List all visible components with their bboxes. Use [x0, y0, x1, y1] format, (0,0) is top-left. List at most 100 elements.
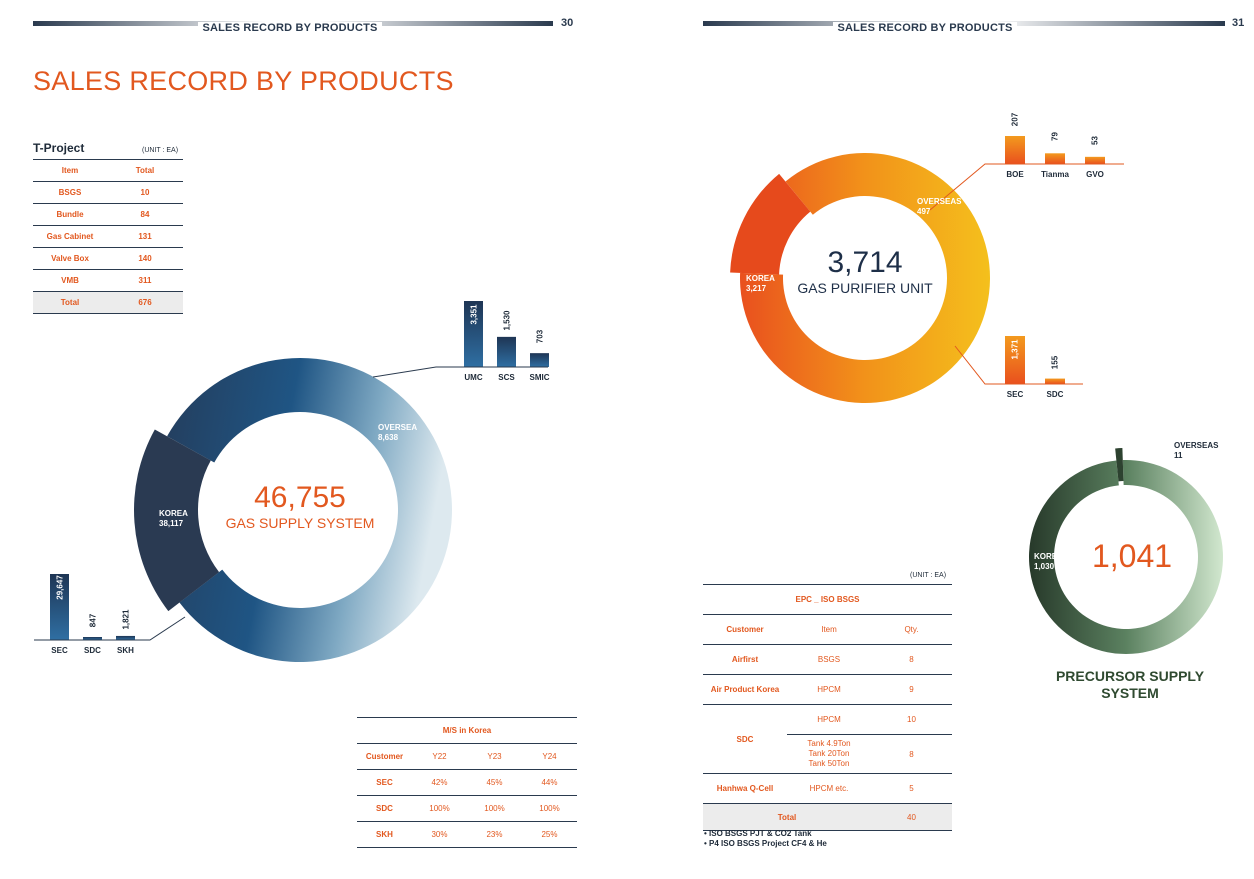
table-cell: Valve Box	[33, 247, 107, 270]
slice-value: 3,217	[746, 284, 767, 293]
table-cell: 311	[107, 269, 183, 292]
table-row: Valve Box 140	[33, 247, 183, 270]
slice-label: OVERSEA	[378, 423, 418, 432]
table-cell: Bundle	[33, 203, 107, 226]
table-cell: 30%	[412, 821, 467, 848]
bar-sdc	[1045, 378, 1065, 384]
table-cell: 45%	[467, 769, 522, 796]
table-row: VMB 311	[33, 269, 183, 292]
table-cell: HPCM	[787, 674, 871, 705]
gpu-korea-label: KOREA 3,217	[746, 274, 775, 294]
bar-smic	[530, 353, 549, 367]
bar-category-label: BOE	[1006, 170, 1024, 179]
bar-value-label: 79	[1050, 132, 1060, 142]
slice-label: KOREA	[159, 509, 188, 518]
table-header-cell: Y23	[467, 743, 522, 770]
table-header-cell: Customer	[703, 614, 787, 645]
page-number-left: 30	[561, 17, 574, 29]
slice-value: 38,117	[159, 519, 184, 528]
table-row: Gas Cabinet 131	[33, 225, 183, 248]
epc-unit: (UNIT : EA)	[910, 572, 947, 579]
table-cell: SDC	[703, 704, 787, 774]
table-total-row: Total 676	[33, 291, 183, 314]
table-cell: SEC	[357, 769, 412, 796]
connector-line-gpu-korea	[954, 345, 1083, 385]
table-cell: 10	[871, 704, 952, 735]
gss-oversea-label: OVERSEA 8,638	[378, 423, 417, 443]
table-cell: Gas Cabinet	[33, 225, 107, 248]
table-cell: 44%	[522, 769, 577, 796]
table-row: SKH 30% 23% 25%	[357, 821, 577, 848]
epc-notes: • ISO BSGS PJT & CO2 Tank • P4 ISO BSGS …	[704, 829, 827, 849]
donut-slice-korea	[167, 357, 452, 662]
table-row: Airfirst BSGS 8	[703, 644, 952, 675]
bar-category-label: SDC	[84, 646, 101, 655]
gpu-center-value: 3,714	[827, 246, 903, 279]
table-header-cell: Y22	[412, 743, 467, 770]
table-cell: HPCM	[787, 704, 871, 735]
table-cell: Airfirst	[703, 644, 787, 675]
t-project-table: Item Total BSGS 10 Bundle 84 Gas Cabinet 13…	[33, 159, 183, 314]
pss-title: PRECURSOR SUPPLY SYSTEM	[1055, 668, 1205, 701]
t-project-unit: (UNIT : EA)	[142, 147, 179, 154]
epc-title: EPC _ ISO BSGS	[703, 584, 952, 615]
slice-label: KOREA	[746, 274, 775, 283]
pss-center-value: 1,041	[1091, 538, 1173, 574]
table-cell: Total	[703, 803, 871, 831]
table-header-row: Customer Y22 Y23 Y24	[357, 743, 577, 770]
table-cell: 8	[871, 644, 952, 675]
bar-category-label: GVO	[1086, 170, 1104, 179]
gpu-center-label: GAS PURIFIER UNIT	[797, 280, 933, 296]
bar-umc	[464, 301, 483, 367]
table-cell: BSGS	[33, 181, 107, 204]
table-row: SDC 100% 100% 100%	[357, 795, 577, 822]
bar-sdc	[83, 637, 102, 640]
bar-category-label: SDC	[1046, 390, 1064, 399]
bar-value-label: 847	[88, 613, 97, 628]
donut-slice-overseas	[730, 173, 811, 275]
slice-label: KOREA	[1034, 552, 1063, 561]
table-header-cell: Qty.	[871, 614, 952, 645]
header-title-left: SALES RECORD BY PRODUCTS	[198, 22, 382, 34]
table-cell: 100%	[412, 795, 467, 822]
bar-gvo	[1085, 156, 1105, 164]
bar-category-label: SKH	[117, 646, 134, 655]
ms-korea-title: M/S in Korea	[357, 717, 577, 744]
table-cell: 9	[871, 674, 952, 705]
donut-slice-korea	[740, 153, 990, 403]
table-cell: SKH	[357, 821, 412, 848]
donut-slice-overseas	[1115, 448, 1124, 482]
bar-value-label: 1,821	[121, 609, 130, 630]
bar-value-label: 1,530	[502, 310, 511, 331]
table-cell: BSGS	[787, 644, 871, 675]
bar-scs	[497, 336, 516, 367]
table-row: Tank 4.9Ton Tank 20Ton Tank 50Ton 8	[703, 734, 952, 774]
table-cell: Hanhwa Q-Cell	[703, 773, 787, 804]
bar-value-label: 155	[1050, 355, 1060, 369]
slice-value: 497	[917, 207, 931, 216]
donut-slice-oversea	[133, 429, 220, 612]
bar-category-label: SMIC	[529, 373, 550, 382]
slice-value: 1,030	[1034, 562, 1055, 571]
table-header-row: Item Total	[33, 159, 183, 182]
table-cell: VMB	[33, 269, 107, 292]
gss-center-label: GAS SUPPLY SYSTEM	[225, 515, 375, 531]
table-row: Bundle 84	[33, 203, 183, 226]
page-number-right: 31	[1232, 17, 1245, 29]
bar-skh	[116, 635, 135, 640]
bar-value-label: 207	[1010, 112, 1020, 127]
bar-category-label: UMC	[464, 373, 483, 382]
table-cell: Air Product Korea	[703, 674, 787, 705]
table-row: SEC 42% 45% 44%	[357, 769, 577, 796]
epc-note: • ISO BSGS PJT & CO2 Tank	[704, 829, 812, 838]
bar-value-label: 3,351	[469, 304, 478, 325]
table-cell: 100%	[522, 795, 577, 822]
bar-category-label: SCS	[498, 373, 515, 382]
table-cell: 25%	[522, 821, 577, 848]
slice-value: 11	[1174, 451, 1183, 460]
slice-label: OVERSEAS	[1174, 441, 1219, 450]
connector-line-korea	[34, 616, 186, 641]
table-cell: 42%	[412, 769, 467, 796]
slice-value: 8,638	[378, 433, 399, 442]
bar-category-label: Tianma	[1041, 170, 1069, 179]
